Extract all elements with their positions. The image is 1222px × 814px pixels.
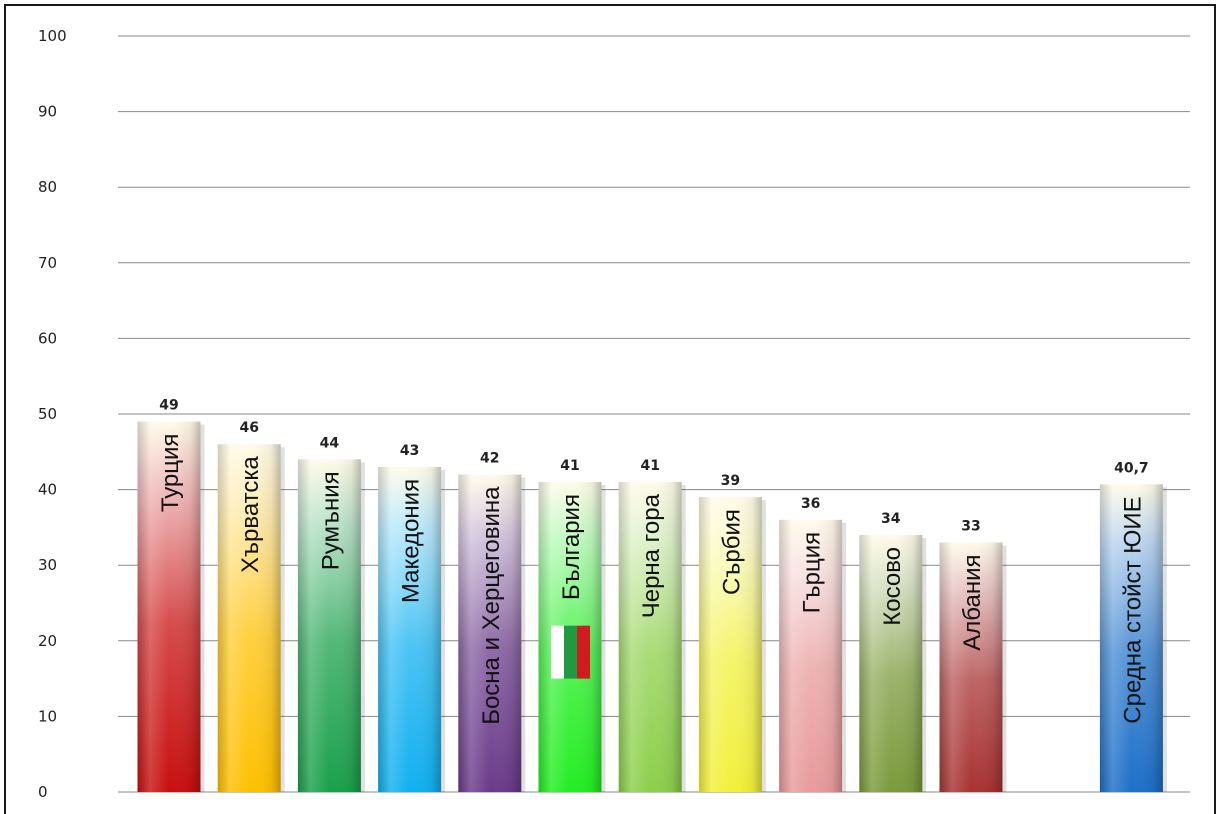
bar-group: 41 Черна гора	[618, 458, 686, 792]
category-label: България	[558, 494, 585, 600]
bar-group: 42 Босна и Херцеговина	[458, 450, 526, 792]
bar-shading	[137, 421, 201, 792]
bar-shading	[939, 542, 1003, 792]
bar-group: 39 Сърбия	[698, 473, 766, 792]
category-label: Средна стойст ЮИЕ	[1119, 496, 1146, 723]
y-tick-label: 50	[38, 405, 57, 423]
bar-group: 33 Албания	[939, 519, 1007, 792]
bar-shading	[779, 519, 843, 792]
value-label: 40,7	[1114, 460, 1149, 476]
bulgaria-flag-icon	[551, 625, 590, 679]
bar-shading	[859, 534, 923, 792]
y-tick-label: 30	[38, 556, 57, 574]
value-label: 41	[560, 458, 579, 474]
bars: 49Турция46Хърватска44Румъния43Македония4…	[137, 398, 1167, 792]
y-tick-label: 70	[38, 254, 57, 272]
category-label: Албания	[959, 555, 986, 651]
y-tick-label: 40	[38, 481, 57, 499]
bar-group: 49 Турция	[137, 398, 205, 792]
value-label: 41	[640, 458, 659, 474]
bar-shading	[618, 482, 682, 792]
category-label: Босна и Херцеговина	[478, 486, 505, 725]
bar-shading	[378, 466, 442, 792]
bar-group: 44 Румъния	[297, 435, 365, 792]
bar-group: 40,7 Средна стойст ЮИЕ	[1099, 460, 1167, 792]
y-tick-label: 80	[38, 178, 57, 196]
y-tick-label: 10	[38, 707, 57, 725]
value-label: 46	[239, 420, 258, 436]
bar-group: 41 България	[538, 458, 606, 792]
bar-shading	[698, 497, 762, 792]
bar-shading	[297, 459, 361, 792]
bar-group: 34 Косово	[859, 511, 927, 792]
bar-shading	[1099, 484, 1163, 792]
value-label: 33	[961, 519, 980, 535]
category-label: Гърция	[799, 532, 826, 614]
y-tick-label: 90	[38, 103, 57, 121]
value-label: 39	[721, 473, 740, 489]
bar-group: 36 Гърция	[779, 496, 847, 792]
bar-group: 43 Македония	[378, 443, 446, 792]
category-label: Турция	[157, 434, 184, 513]
category-label: Черна гора	[638, 493, 665, 618]
category-label: Сърбия	[718, 509, 745, 595]
value-label: 42	[480, 450, 499, 466]
value-label: 44	[320, 435, 340, 451]
value-label: 36	[801, 496, 820, 512]
bar-shading	[217, 444, 281, 792]
bar-group: 46 Хърватска	[217, 420, 285, 792]
value-label: 43	[400, 443, 419, 459]
value-label: 34	[881, 511, 901, 527]
category-label: Румъния	[317, 471, 344, 570]
category-label: Македония	[398, 479, 425, 603]
y-tick-label: 100	[38, 27, 67, 45]
value-label: 49	[159, 398, 178, 414]
bar-shading	[458, 474, 522, 792]
y-tick-label: 20	[38, 632, 57, 650]
y-tick-label: 0	[38, 783, 48, 801]
y-axis-ticks: 0 10 20 30 40 50 60 70 80 90 100	[38, 27, 67, 801]
y-tick-label: 60	[38, 329, 57, 347]
category-label: Хърватска	[237, 456, 264, 573]
category-label: Косово	[879, 547, 906, 626]
chart-frame	[4, 4, 1216, 814]
